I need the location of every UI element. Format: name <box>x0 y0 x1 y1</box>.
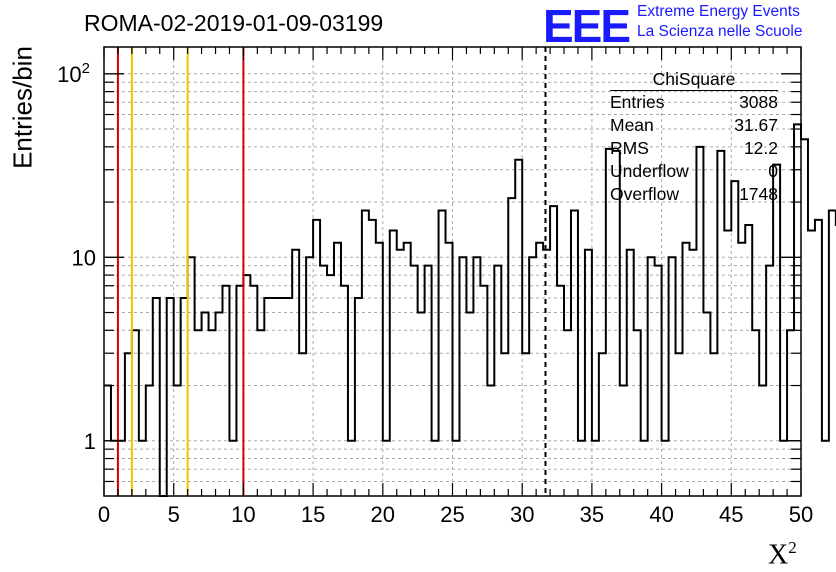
histogram-series <box>104 123 836 497</box>
stats-row: Overflow 1748 <box>610 183 778 206</box>
stats-value: 0 <box>768 161 778 181</box>
stats-row: Mean 31.67 <box>610 114 778 137</box>
stats-row: Underflow 0 <box>610 160 778 183</box>
x-tick-label: 15 <box>301 502 325 527</box>
stats-label: Overflow <box>610 184 680 204</box>
stats-rows: Entries 3088 Mean 31.67 RMS 12.2 Underflow 0 Ove… <box>610 91 778 206</box>
x-tick-label: 35 <box>580 502 604 527</box>
stats-label: RMS <box>610 138 649 158</box>
stats-label: Mean <box>610 115 654 135</box>
x-tick-label: 40 <box>649 502 673 527</box>
run-title: ROMA-02-2019-01-09-03199 <box>84 10 384 36</box>
stats-label: Underflow <box>610 161 689 181</box>
eee-tagline-line1: Extreme Energy Events <box>637 3 800 20</box>
y-tick-label: 102 <box>57 60 90 87</box>
x-tick-label: 45 <box>719 502 743 527</box>
stats-value: 12.2 <box>743 138 778 158</box>
x-tick-label: 50 <box>789 502 813 527</box>
x-tick-label: 20 <box>371 502 395 527</box>
stats-box: ChiSquare Entries 3088 Mean 31.67 RMS 12.2 Und… <box>610 68 778 206</box>
y-tick-label-sup: 2 <box>82 60 90 77</box>
stats-value: 1748 <box>739 184 778 204</box>
y-axis-label: Entries/bin <box>7 46 38 169</box>
x-axis-label: X2 <box>768 538 797 571</box>
x-tick-label: 25 <box>440 502 464 527</box>
x-tick-label: 0 <box>98 502 110 527</box>
stats-value: 31.67 <box>734 115 778 135</box>
stats-label: Entries <box>610 92 665 112</box>
y-tick-label: 10 <box>72 245 96 270</box>
eee-tagline: Extreme Energy Events La Scienza nelle S… <box>637 2 802 42</box>
y-tick-label: 1 <box>84 429 96 454</box>
x-tick-label: 10 <box>231 502 255 527</box>
eee-tagline-line2: La Scienza nelle Scuole <box>637 23 803 40</box>
eee-logo: EEE <box>543 0 631 52</box>
stats-value: 3088 <box>739 92 778 112</box>
x-tick-label: 30 <box>510 502 534 527</box>
x-axis-label-text: X <box>768 539 789 571</box>
stats-row: RMS 12.2 <box>610 137 778 160</box>
stats-title: ChiSquare <box>610 68 778 91</box>
x-axis-label-sup: 2 <box>788 538 797 557</box>
x-tick-label: 5 <box>168 502 180 527</box>
stats-row: Entries 3088 <box>610 91 778 114</box>
